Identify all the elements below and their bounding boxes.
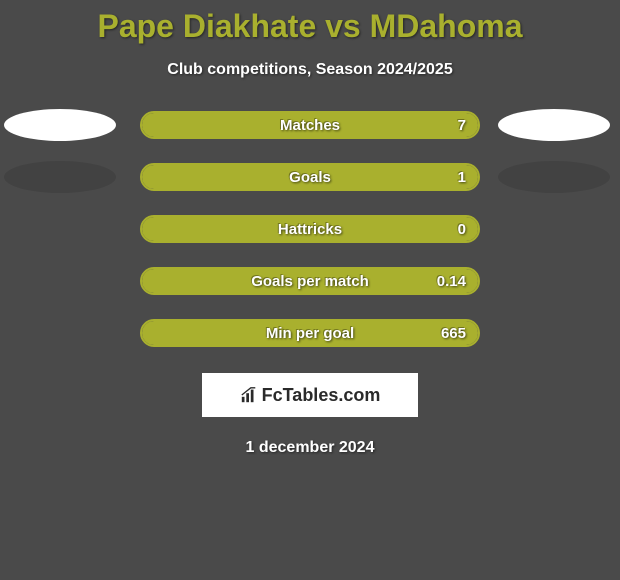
stat-bar: Goals per match 0.14 [140, 267, 480, 295]
stat-label: Goals per match [251, 273, 369, 290]
stat-label: Matches [280, 117, 340, 134]
stats-list: Matches 7 Goals 1 Hattricks 0 Goals per match 0… [0, 111, 620, 347]
stat-label: Hattricks [278, 221, 342, 238]
stat-value: 0.14 [437, 273, 466, 290]
stat-value: 1 [458, 169, 466, 186]
left-ellipse [4, 109, 116, 141]
page-title: Pape Diakhate vs MDahoma [0, 8, 620, 45]
logo-text: FcTables.com [262, 385, 381, 406]
stat-label: Goals [289, 169, 331, 186]
left-ellipse [4, 161, 116, 193]
right-ellipse [498, 109, 610, 141]
chart-icon [240, 386, 258, 404]
date-text: 1 december 2024 [0, 439, 620, 457]
stat-bar: Min per goal 665 [140, 319, 480, 347]
stat-bar: Goals 1 [140, 163, 480, 191]
stat-value: 665 [441, 325, 466, 342]
stat-label: Min per goal [266, 325, 354, 342]
stat-row: Hattricks 0 [0, 215, 620, 243]
subtitle: Club competitions, Season 2024/2025 [0, 61, 620, 79]
logo-box[interactable]: FcTables.com [202, 373, 418, 417]
stat-row: Goals 1 [0, 163, 620, 191]
stat-bar: Hattricks 0 [140, 215, 480, 243]
stat-value: 7 [458, 117, 466, 134]
right-ellipse [498, 161, 610, 193]
stat-bar: Matches 7 [140, 111, 480, 139]
stat-row: Goals per match 0.14 [0, 267, 620, 295]
stat-row: Min per goal 665 [0, 319, 620, 347]
stats-comparison-container: Pape Diakhate vs MDahoma Club competitio… [0, 0, 620, 457]
stat-value: 0 [458, 221, 466, 238]
stat-row: Matches 7 [0, 111, 620, 139]
